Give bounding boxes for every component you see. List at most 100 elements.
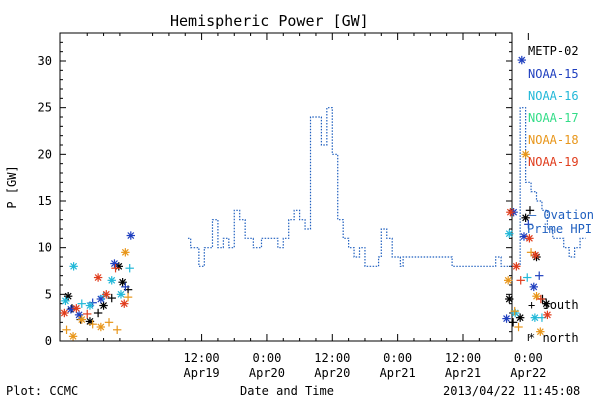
point-noaa-18-south (104, 318, 114, 327)
point-noaa-15-north (110, 259, 119, 268)
ovation-line (187, 107, 586, 267)
point-noaa-19-north (543, 310, 552, 320)
x-tick-label-time: 0:00 (252, 351, 281, 365)
point-metp-02-north (63, 292, 73, 301)
point-metp-02-south (508, 318, 518, 327)
footer-right: 2013/04/22 11:45:08 (443, 384, 581, 398)
legend-item-noaa-18: NOAA-18 (528, 133, 579, 147)
point-noaa-15-north (502, 314, 511, 323)
point-noaa-18-north (503, 276, 513, 285)
legend-item-metp-02: METP-02 (528, 44, 579, 58)
point-noaa-18-north (536, 327, 545, 336)
x-tick-label-time: 12:00 (445, 351, 481, 365)
y-axis-label: P [GW] (5, 165, 19, 208)
data-points (60, 55, 552, 341)
point-noaa-15-south (535, 271, 544, 280)
point-noaa-16-north (530, 313, 540, 322)
point-metp-02-north (118, 278, 127, 287)
point-noaa-19-north (72, 304, 81, 313)
point-metp-02-south (525, 206, 535, 215)
marker-key-south: + south (528, 298, 579, 312)
x-tick-label-time: 0:00 (383, 351, 412, 365)
point-noaa-19-south (536, 294, 546, 304)
point-noaa-19-south (83, 309, 92, 319)
footer-left: Plot: CCMC (6, 384, 79, 398)
x-tick-label-date: Apr21 (380, 366, 416, 380)
point-noaa-18-north (77, 315, 86, 324)
point-noaa-16-north (116, 290, 126, 299)
x-tick-label-date: Apr21 (445, 366, 481, 380)
ovation-step-line (187, 107, 586, 267)
x-tick-label-time: 0:00 (514, 351, 543, 365)
y-tick-label: 20 (38, 147, 52, 161)
y-tick-label: 25 (38, 101, 52, 115)
point-noaa-19-north (120, 299, 129, 308)
point-noaa-19-north (60, 308, 69, 318)
ovation-legend-line2: Prime HPI (527, 222, 593, 236)
point-noaa-18-north (96, 322, 106, 332)
point-noaa-18-north (521, 150, 530, 159)
marker-key-north-symbol: * (528, 331, 536, 345)
chart-title: Hemispheric Power [GW] (170, 12, 369, 30)
point-noaa-18-north (121, 248, 130, 257)
point-metp-02-north (542, 299, 551, 308)
point-noaa-16-north (85, 301, 95, 310)
x-tick-label-time: 12:00 (314, 351, 350, 365)
y-tick-label: 10 (38, 241, 52, 255)
legend-item-noaa-16: NOAA-16 (528, 89, 579, 103)
point-noaa-15-south (524, 220, 533, 229)
marker-key-north-label: north (542, 331, 579, 345)
point-noaa-18-south (88, 320, 97, 329)
x-tick-label-date: Apr19 (184, 366, 220, 380)
point-noaa-19-south (111, 264, 120, 273)
point-noaa-18-south (123, 292, 133, 302)
point-noaa-15-north (529, 282, 538, 292)
point-noaa-18-north (68, 332, 78, 341)
point-noaa-19-north (102, 290, 111, 299)
x-tick-label-time: 12:00 (184, 351, 220, 365)
point-noaa-15-north (74, 310, 84, 320)
point-noaa-15-north (517, 55, 527, 65)
point-noaa-18-south (514, 322, 523, 332)
x-tick-label-date: Apr22 (510, 366, 546, 380)
point-noaa-16-south (523, 273, 532, 282)
point-noaa-16-south (125, 264, 134, 273)
axes: 05101520253012:00Apr190:00Apr2012:00Apr2… (38, 32, 546, 380)
point-metp-02-south (93, 308, 103, 318)
point-noaa-19-north (512, 262, 521, 271)
point-noaa-15-north (66, 305, 76, 314)
x-tick-label-date: Apr20 (314, 366, 350, 380)
x-axis-label: Date and Time (240, 384, 334, 398)
marker-key-south-label: south (542, 298, 579, 312)
point-noaa-16-north (505, 229, 514, 238)
point-noaa-16-north (107, 276, 116, 285)
point-metp-02-north (521, 213, 530, 222)
point-noaa-18-south (112, 325, 122, 334)
point-noaa-16-north (61, 296, 70, 306)
x-tick-label-date: Apr20 (249, 366, 285, 380)
point-noaa-16-north (69, 262, 78, 271)
ovation-legend-line1: – Ovation (529, 208, 595, 222)
marker-key-north: * north (528, 331, 579, 345)
legend-item-noaa-15: NOAA-15 (528, 67, 579, 81)
point-metp-02-north (505, 294, 514, 304)
y-tick-label: 30 (38, 54, 52, 68)
y-tick-label: 5 (45, 287, 52, 301)
legend-item-noaa-17: NOAA-17 (528, 111, 579, 125)
point-noaa-18-south (510, 306, 519, 316)
point-metp-02-south (107, 293, 116, 303)
point-noaa-18-north (532, 292, 541, 301)
point-noaa-19-south (516, 276, 525, 285)
y-tick-label: 0 (45, 334, 52, 348)
point-noaa-19-north (531, 250, 540, 260)
point-noaa-16-south (77, 299, 86, 308)
point-noaa-19-north (506, 208, 515, 217)
point-noaa-19-north (525, 234, 534, 243)
point-noaa-18-south (62, 325, 71, 334)
legend-item-noaa-19: NOAA-19 (528, 155, 579, 169)
point-noaa-15-north (126, 231, 135, 240)
marker-key-south-symbol: + (528, 298, 536, 312)
point-metp-02-north (99, 301, 108, 310)
